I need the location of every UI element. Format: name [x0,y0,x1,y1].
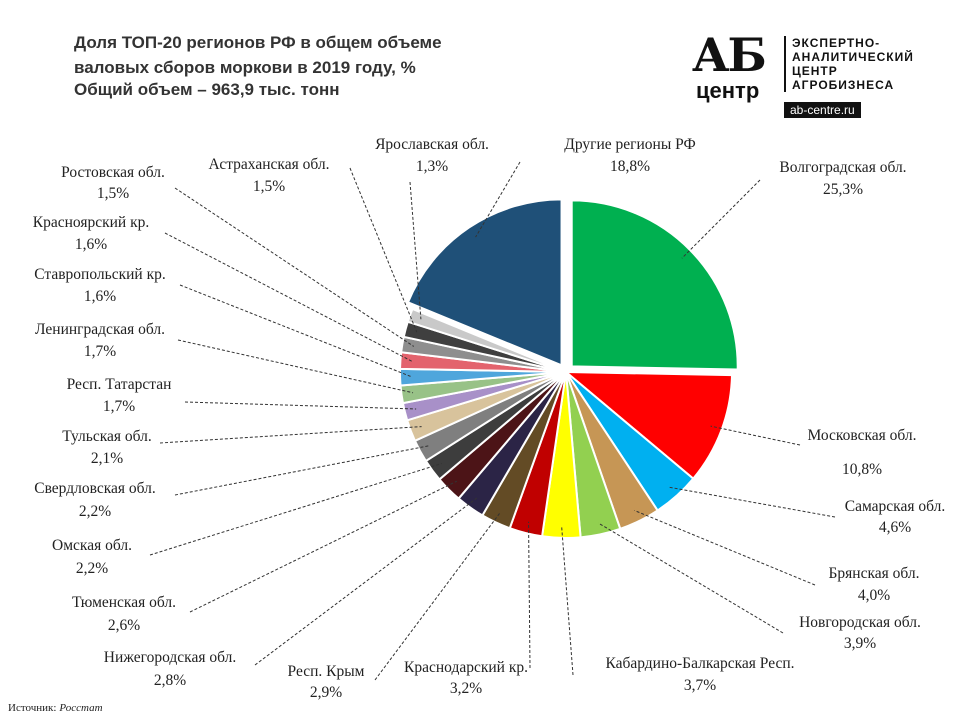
leader-line [184,401,417,410]
leader-line [149,463,442,556]
slice-value: 1,5% [253,178,285,195]
slice-label: Свердловская обл. [34,480,156,497]
slice-value: 18,8% [610,158,650,175]
leader-line [349,167,418,333]
slice-value: 1,6% [84,288,116,305]
slice-label: Самарская обл. [845,498,945,515]
leader-line [668,486,836,518]
logo-line: ЭКСПЕРТНО- [792,36,881,50]
source: Источник: Росстат [8,702,103,714]
pie-slice [406,198,563,367]
slice-value: 3,9% [844,635,876,652]
slice-label: Ярославская обл. [375,136,489,153]
leader-line [409,181,422,320]
source-name: Росстат [59,702,103,714]
slice-value: 2,1% [91,450,123,467]
slice-label: Ставропольский кр. [34,266,165,283]
leader-line [681,179,761,259]
slice-value: 2,9% [310,684,342,701]
logo-line: АНАЛИТИЧЕСКИЙ [792,50,914,64]
leader-line [177,339,414,394]
slice-label: Ростовская обл. [61,164,165,181]
slice-value: 1,3% [416,158,448,175]
slice-label: Астраханская обл. [209,156,330,173]
logo-mark: АБ [692,28,767,82]
slice-label: Омская обл. [52,537,132,554]
slice-label: Респ. Татарстан [67,376,172,393]
slice-value: 4,0% [858,587,890,604]
chart-title: Доля ТОП-20 регионов РФ в общем объеме в… [74,33,442,77]
source-label: Источник: [8,702,57,714]
slice-value: 3,2% [450,680,482,697]
slice-label: Тюменская обл. [72,594,176,611]
leader-line [475,161,521,238]
slice-value: 3,7% [684,677,716,694]
slice-value: 1,7% [84,343,116,360]
leader-line [561,526,574,676]
logo-mark-sub: центр [696,78,760,103]
leader-line [174,445,431,496]
logo-line: ЦЕНТР [792,64,838,78]
leader-line [597,522,784,634]
slice-label: Нижегородская обл. [104,649,236,666]
leader-line [374,511,502,681]
slice-value: 1,7% [103,398,135,415]
leader-line [710,425,801,446]
leader-line [528,521,531,669]
slice-label: Московская обл. [807,427,916,444]
slice-label: Ленинградская обл. [35,321,165,338]
slice-value: 2,6% [108,617,140,634]
logo-text: ЭКСПЕРТНО- АНАЛИТИЧЕСКИЙ ЦЕНТР АГРОБИЗНЕ… [784,36,914,92]
leader-line [164,232,413,362]
slice-value: 10,8% [842,461,882,478]
leader-line [179,284,412,378]
slice-value: 2,2% [76,560,108,577]
logo: АБ центр ЭКСПЕРТНО- АНАЛИТИЧЕСКИЙ ЦЕНТР … [692,28,932,120]
slice-label: Респ. Крым [288,663,365,680]
slice-label: Брянская обл. [829,565,920,582]
slice-label: Другие регионы РФ [564,136,696,153]
slice-label: Новгородская обл. [799,614,921,631]
logo-line: АГРОБИЗНЕСА [792,78,895,92]
slice-label: Кабардино-Балкарская Респ. [605,655,794,672]
pie-slice [570,199,739,371]
slice-value: 25,3% [823,181,863,198]
chart-subtitle: Общий объем – 963,9 тыс. тонн [74,80,340,99]
slice-label: Краснодарский кр. [404,659,528,676]
slice-label: Тульская обл. [62,428,152,445]
leader-line [159,426,422,444]
slice-value: 1,6% [75,236,107,253]
slice-value: 1,5% [97,185,129,202]
leader-line [189,480,458,613]
pie-slice [406,307,567,373]
slice-value: 2,2% [79,503,111,520]
leader-line [254,497,478,666]
slice-value: 4,6% [879,519,911,536]
pie-slice [563,370,733,481]
slice-label: Красноярский кр. [33,214,150,231]
slice-value: 2,8% [154,672,186,689]
leader-line [174,187,415,347]
slice-label: Волгоградская обл. [779,159,906,176]
logo-url: ab-centre.ru [784,102,861,118]
leader-line [634,509,816,586]
